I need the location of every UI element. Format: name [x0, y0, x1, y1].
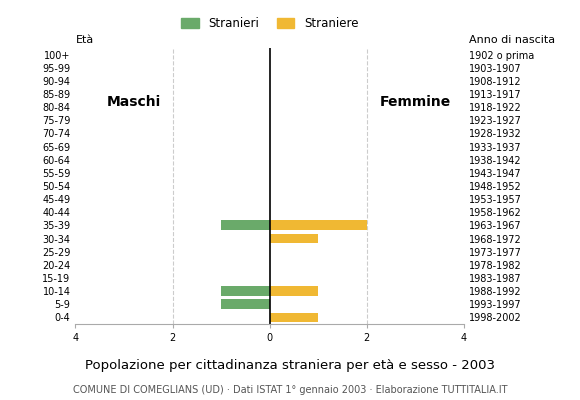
- Bar: [221, 299, 270, 309]
- Bar: [270, 312, 318, 322]
- Text: COMUNE DI COMEGLIANS (UD) · Dati ISTAT 1° gennaio 2003 · Elaborazione TUTTITALIA: COMUNE DI COMEGLIANS (UD) · Dati ISTAT 1…: [72, 385, 508, 395]
- Bar: [221, 220, 270, 230]
- Legend: Stranieri, Straniere: Stranieri, Straniere: [176, 12, 363, 35]
- Text: Maschi: Maschi: [107, 95, 161, 109]
- Bar: [270, 234, 318, 244]
- Bar: [270, 286, 318, 296]
- Bar: [270, 220, 367, 230]
- Bar: [221, 286, 270, 296]
- Text: Anno di nascita: Anno di nascita: [469, 35, 555, 45]
- Text: Femmine: Femmine: [380, 95, 451, 109]
- Text: Popolazione per cittadinanza straniera per età e sesso - 2003: Popolazione per cittadinanza straniera p…: [85, 360, 495, 372]
- Text: Età: Età: [75, 35, 93, 45]
